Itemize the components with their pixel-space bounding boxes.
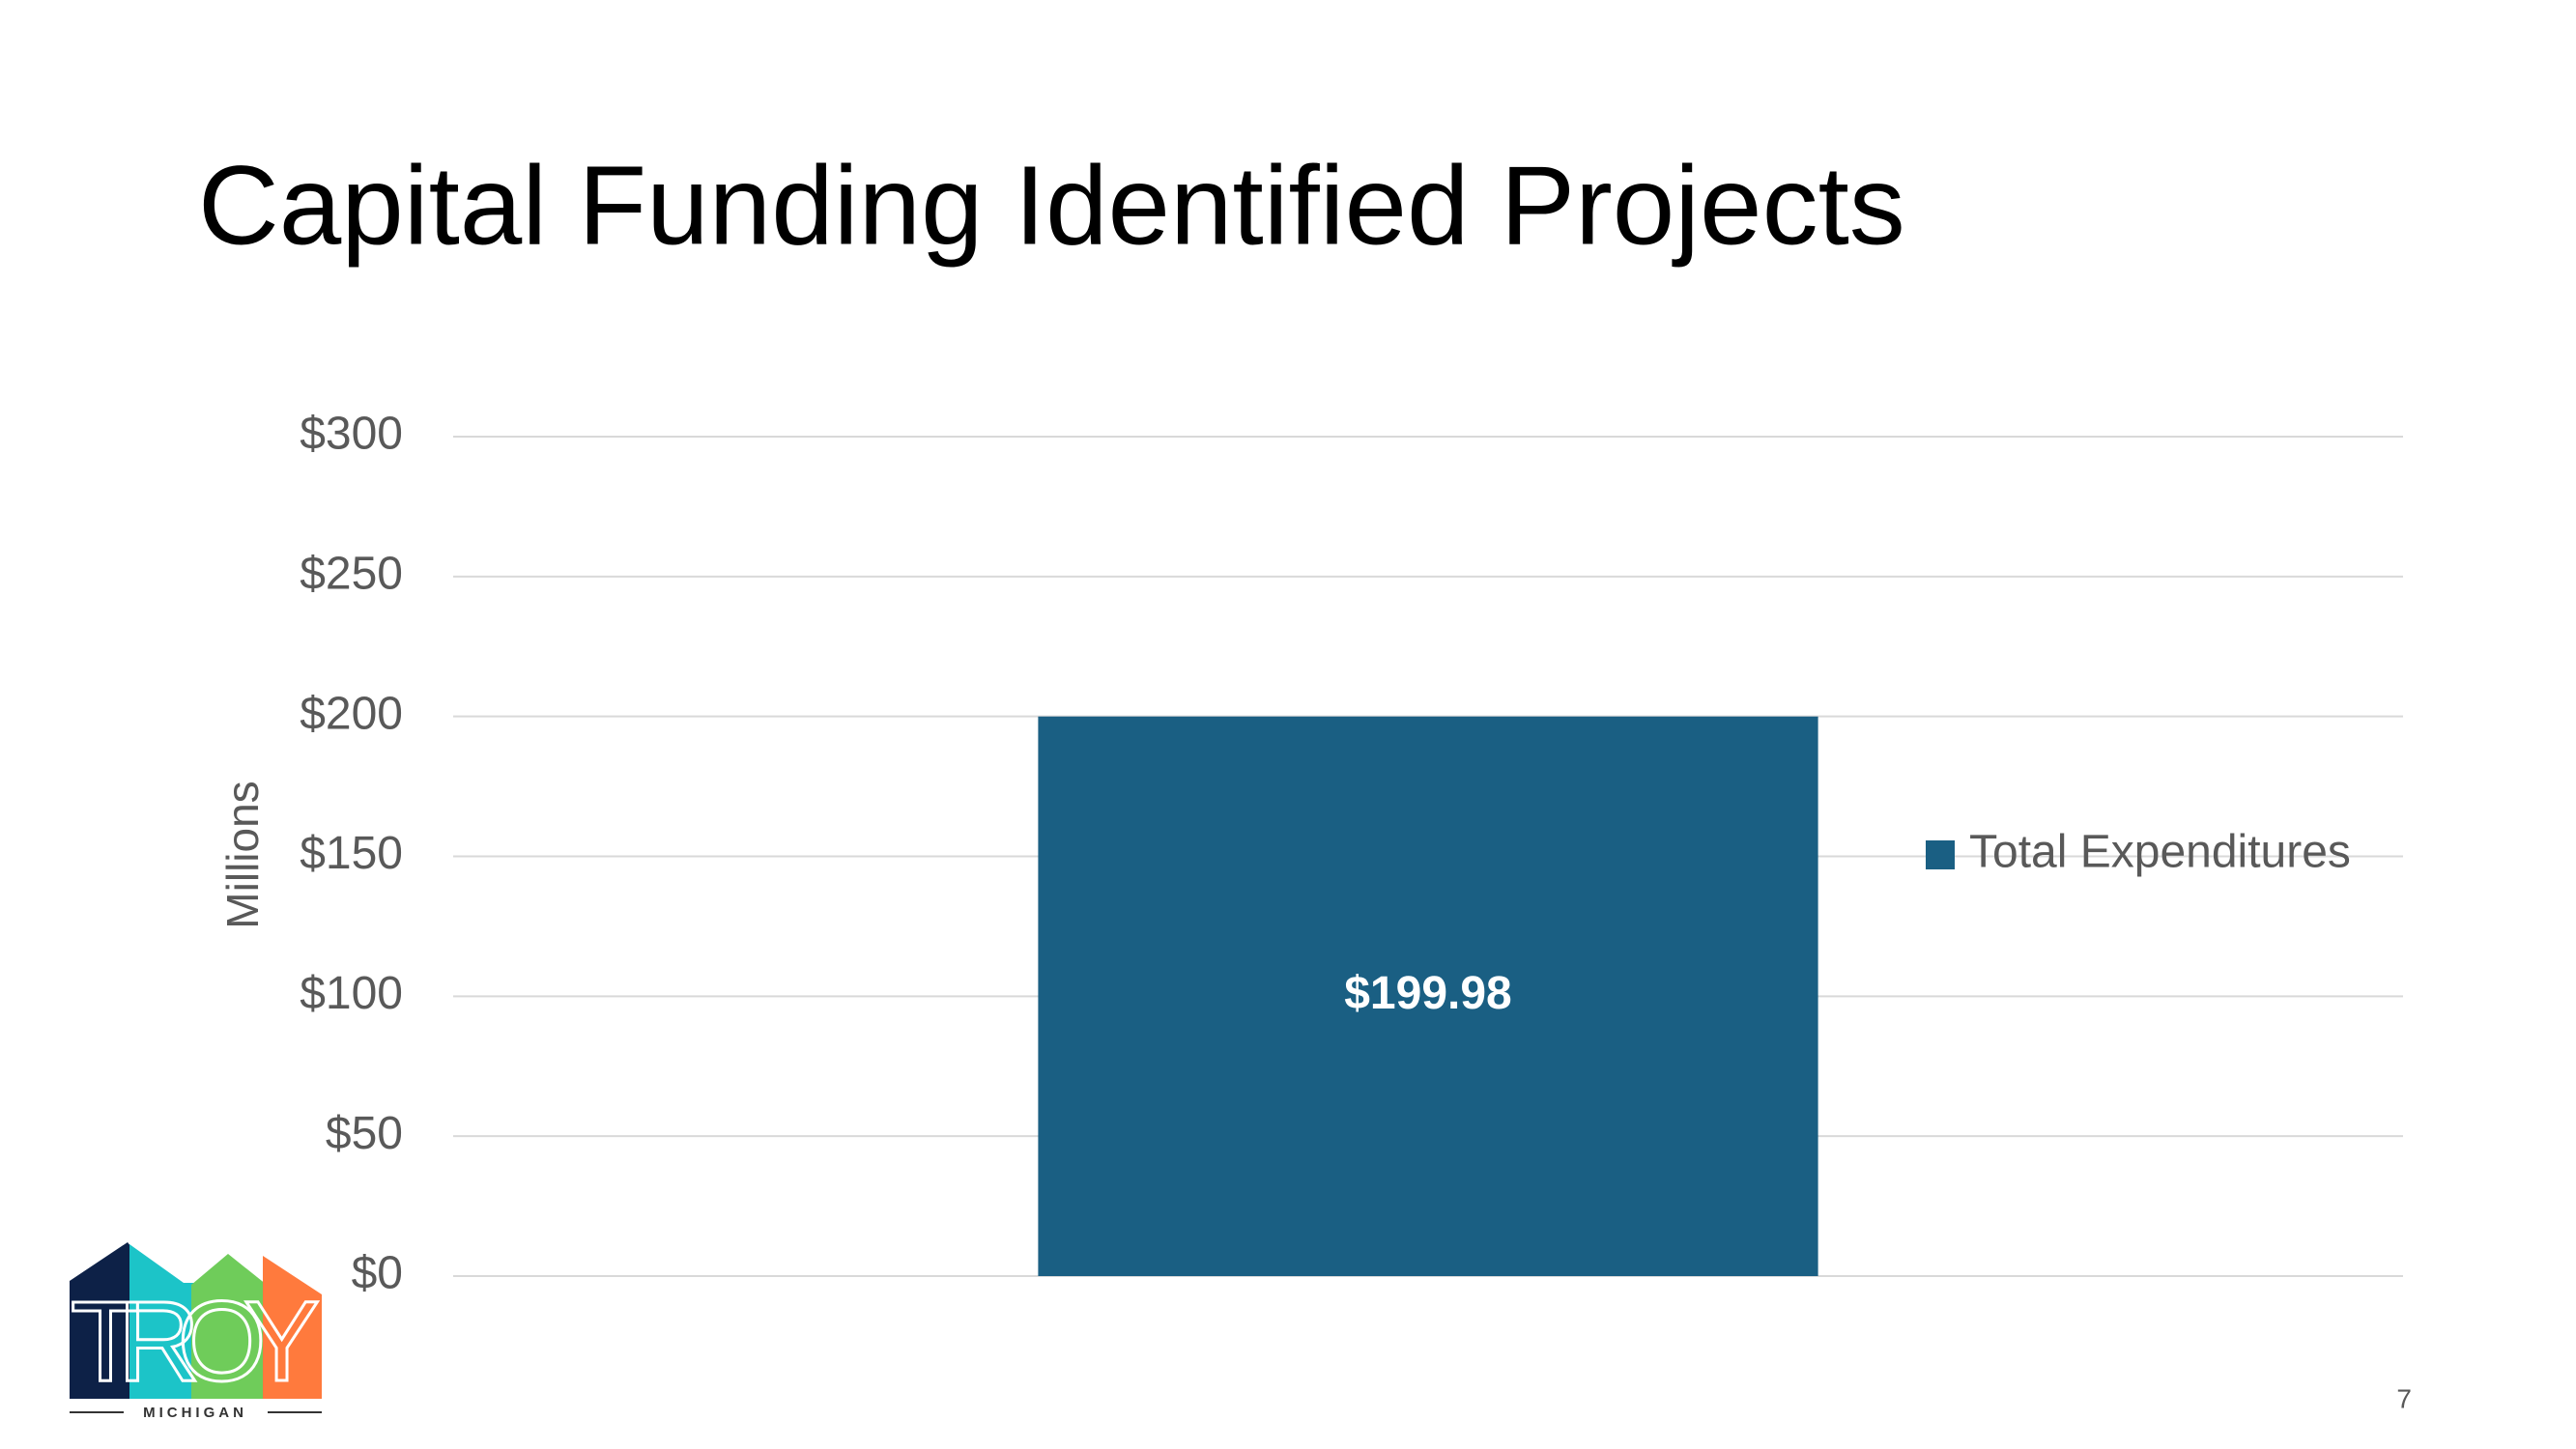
y-tick-label: $150 bbox=[300, 828, 403, 879]
logo-house bbox=[191, 1254, 267, 1399]
chart-title: Capital Funding Identified Projects bbox=[198, 143, 1905, 269]
bar bbox=[1038, 716, 1818, 1276]
y-tick-label: $250 bbox=[300, 549, 403, 600]
data-label: $199.98 bbox=[1344, 968, 1512, 1019]
y-tick-label: $100 bbox=[300, 968, 403, 1019]
y-tick-label: $50 bbox=[326, 1108, 403, 1159]
logo: TROY MICHIGAN bbox=[70, 1242, 322, 1421]
y-tick-label: $200 bbox=[300, 688, 403, 739]
y-axis-label: Millions bbox=[217, 781, 268, 928]
y-tick-label: $300 bbox=[300, 409, 403, 460]
legend-label: Total Expenditures bbox=[1969, 827, 2351, 878]
logo-subtitle: MICHIGAN bbox=[143, 1405, 247, 1421]
page-number: 7 bbox=[2396, 1383, 2412, 1413]
y-tick-label: $0 bbox=[352, 1248, 403, 1299]
logo-name: TROY bbox=[71, 1278, 320, 1406]
legend-swatch bbox=[1926, 840, 1955, 869]
logo-house bbox=[263, 1256, 322, 1399]
